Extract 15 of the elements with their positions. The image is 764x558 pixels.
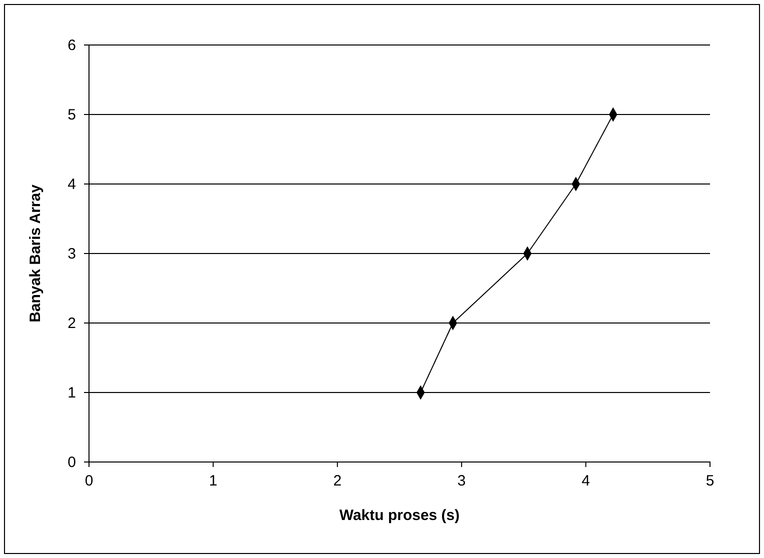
- y-tick-label: 0: [68, 454, 76, 471]
- x-tick-label: 2: [333, 472, 342, 490]
- x-axis-title: Waktu proses (s): [339, 507, 460, 524]
- x-tick-label: 0: [84, 472, 94, 490]
- y-tick-label: 3: [68, 245, 76, 262]
- x-tick-label: 4: [582, 472, 590, 490]
- x-tick-label: 1: [209, 472, 218, 490]
- y-tick-label: 4: [68, 176, 76, 193]
- x-tick-label: 3: [457, 472, 466, 490]
- y-axis-title: Banyak Baris Array: [27, 184, 44, 322]
- y-tick-label: 1: [68, 384, 76, 402]
- y-tick-label: 6: [68, 36, 76, 54]
- x-tick-label: 5: [706, 472, 714, 490]
- y-tick-label: 5: [68, 106, 76, 124]
- y-tick-label: 2: [68, 314, 76, 332]
